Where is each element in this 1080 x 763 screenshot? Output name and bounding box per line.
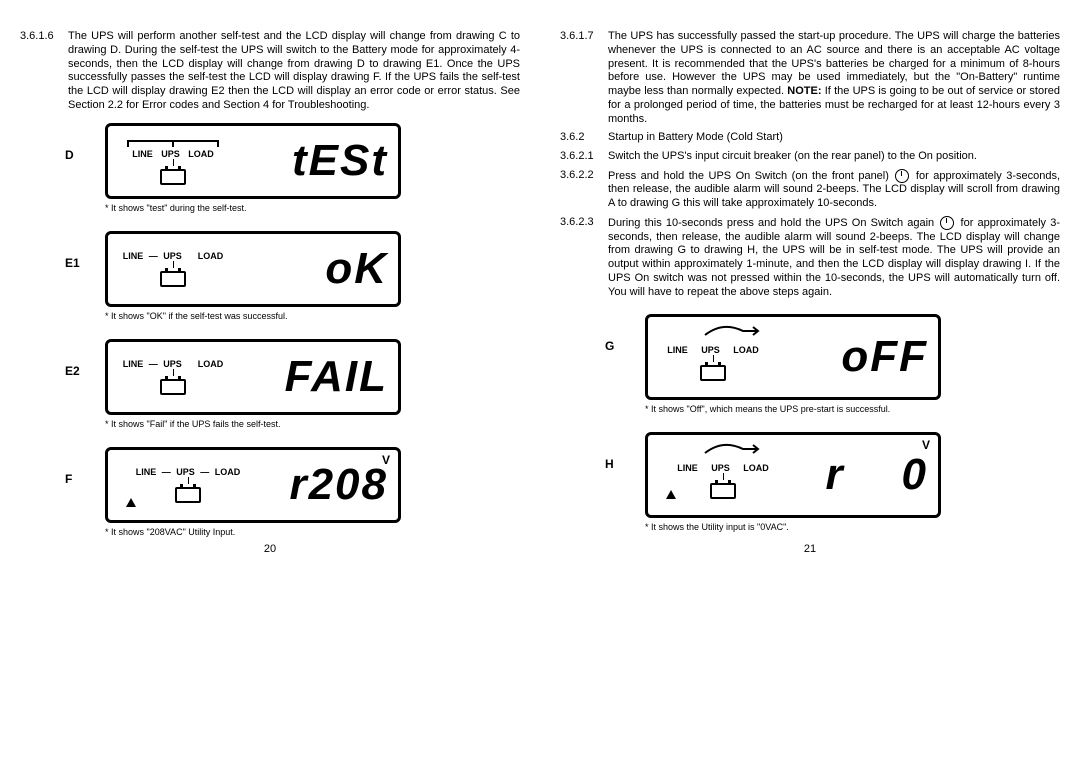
- label-line: LINE: [136, 467, 157, 477]
- para-num: 3.6.2.2: [560, 169, 608, 211]
- fig-label-e2: E2: [20, 339, 105, 378]
- power-icon: [895, 169, 909, 183]
- fig-label-e1: E1: [20, 231, 105, 270]
- para-text: During this 10-seconds press and hold th…: [608, 216, 1060, 299]
- para-text-a: During this 10-seconds press and hold th…: [608, 217, 938, 229]
- label-load: LOAD: [733, 345, 759, 355]
- figure-g: G LINE UPS LOAD oFF * It s: [560, 314, 1060, 422]
- caption-e2: * It shows "Fail" if the UPS fails the s…: [105, 419, 401, 429]
- lcd-text: r208: [253, 463, 398, 507]
- lcd-e2: LINE — UPS LOAD FAIL: [105, 339, 401, 415]
- battery-icon: [700, 365, 726, 381]
- battery-icon: [160, 379, 186, 395]
- lcd-h: LINE UPS LOAD r 0 V: [645, 432, 941, 518]
- figure-e1: E1 LINE — UPS LOAD oK * It shows "OK": [20, 231, 520, 329]
- fig-label-g: G: [560, 314, 645, 353]
- battery-icon: [160, 271, 186, 287]
- para-text-a: Press and hold the UPS On Switch (on the…: [608, 170, 893, 182]
- lcd-g: LINE UPS LOAD oFF: [645, 314, 941, 400]
- voltage-unit: V: [382, 453, 390, 467]
- lcd-text: oFF: [778, 335, 938, 379]
- para-3-6-2-2: 3.6.2.2 Press and hold the UPS On Switch…: [560, 169, 1060, 211]
- label-load: LOAD: [215, 467, 241, 477]
- note-label: NOTE:: [787, 85, 821, 97]
- power-icon: [940, 216, 954, 230]
- para-3-6-2: 3.6.2 Startup in Battery Mode (Cold Star…: [560, 131, 1060, 145]
- para-text: Startup in Battery Mode (Cold Start): [608, 131, 1060, 145]
- label-line: LINE: [132, 149, 153, 159]
- label-load: LOAD: [743, 463, 769, 473]
- caption-d: * It shows "test" during the self-test.: [105, 203, 401, 213]
- lcd-text: tESt: [238, 139, 398, 183]
- line-ups-load-labels: LINE — UPS — LOAD: [133, 467, 244, 477]
- para-text: The UPS has successfully passed the star…: [608, 30, 1060, 126]
- fig-label-f: F: [20, 447, 105, 486]
- label-ups: UPS: [176, 467, 195, 477]
- bypass-icon: [703, 441, 763, 455]
- label-line: LINE: [123, 251, 144, 261]
- para-3-6-1-7: 3.6.1.7 The UPS has successfully passed …: [560, 30, 1060, 126]
- label-ups: UPS: [163, 359, 182, 369]
- figure-e2: E2 LINE — UPS LOAD FAIL * It shows "Fa: [20, 339, 520, 437]
- caption-e1: * It shows "OK" if the self-test was suc…: [105, 311, 401, 321]
- battery-icon: [160, 169, 186, 185]
- para-num: 3.6.2: [560, 131, 608, 145]
- lcd-text: FAIL: [238, 355, 398, 399]
- line-ups-load-labels: LINE UPS LOAD: [664, 345, 762, 355]
- label-ups: UPS: [701, 345, 720, 355]
- label-load: LOAD: [188, 149, 214, 159]
- figure-f: F LINE — UPS — LOAD r208 V: [20, 447, 520, 545]
- caption-f: * It shows "208VAC" Utility Input.: [105, 527, 401, 537]
- figure-h: H LINE UPS LOAD r 0: [560, 432, 1060, 540]
- label-line: LINE: [677, 463, 698, 473]
- caption-g: * It shows "Off", which means the UPS pr…: [645, 404, 941, 414]
- page-number: 21: [540, 543, 1080, 555]
- lcd-text: oK: [238, 247, 398, 291]
- para-num: 3.6.2.3: [560, 216, 608, 299]
- fig-label-d: D: [20, 123, 105, 162]
- label-ups: UPS: [163, 251, 182, 261]
- label-load: LOAD: [198, 251, 224, 261]
- line-ups-load-labels: LINE UPS LOAD: [129, 149, 217, 159]
- page-number: 20: [0, 543, 540, 555]
- page-right: 3.6.1.7 The UPS has successfully passed …: [540, 30, 1080, 545]
- label-ups: UPS: [711, 463, 730, 473]
- figure-d: D LINE UPS LOAD tESt * It sh: [20, 123, 520, 221]
- para-3-6-1-6: 3.6.1.6 The UPS will perform another sel…: [20, 30, 520, 113]
- battery-icon: [710, 483, 736, 499]
- line-ups-load-labels: LINE — UPS LOAD: [120, 251, 227, 261]
- bypass-icon: [703, 323, 763, 337]
- label-load: LOAD: [198, 359, 224, 369]
- label-ups: UPS: [161, 149, 180, 159]
- lcd-d: LINE UPS LOAD tESt: [105, 123, 401, 199]
- para-3-6-2-1: 3.6.2.1 Switch the UPS's input circuit b…: [560, 150, 1060, 164]
- para-num: 3.6.1.7: [560, 30, 608, 126]
- arrow-up-icon: [666, 490, 676, 499]
- lcd-text: r 0: [788, 453, 938, 497]
- para-3-6-2-3: 3.6.2.3 During this 10-seconds press and…: [560, 216, 1060, 299]
- para-text: Press and hold the UPS On Switch (on the…: [608, 169, 1060, 211]
- para-num: 3.6.2.1: [560, 150, 608, 164]
- battery-icon: [175, 487, 201, 503]
- line-ups-load-labels: LINE — UPS LOAD: [120, 359, 227, 369]
- para-num: 3.6.1.6: [20, 30, 68, 113]
- caption-h: * It shows the Utility input is "0VAC".: [645, 522, 941, 532]
- page-left: 3.6.1.6 The UPS will perform another sel…: [0, 30, 540, 545]
- fig-label-h: H: [560, 432, 645, 471]
- voltage-unit: V: [922, 438, 930, 452]
- lcd-f: LINE — UPS — LOAD r208 V: [105, 447, 401, 523]
- label-line: LINE: [123, 359, 144, 369]
- label-line: LINE: [667, 345, 688, 355]
- lcd-e1: LINE — UPS LOAD oK: [105, 231, 401, 307]
- para-text: The UPS will perform another self-test a…: [68, 30, 520, 113]
- line-ups-load-labels: LINE UPS LOAD: [674, 463, 772, 473]
- arrow-up-icon: [126, 498, 136, 507]
- para-text: Switch the UPS's input circuit breaker (…: [608, 150, 1060, 164]
